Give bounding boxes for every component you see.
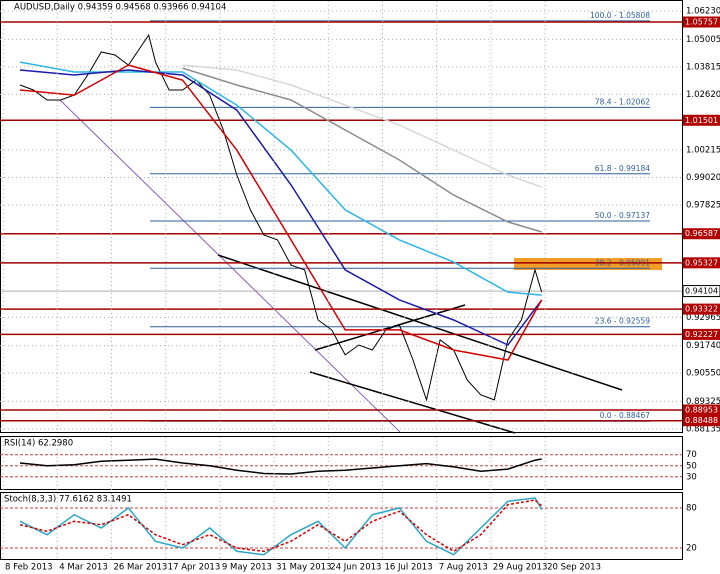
y-tick-label: 1.05005 bbox=[686, 35, 720, 45]
level-tag bbox=[683, 415, 720, 427]
y-tick-label: 0.90550 bbox=[686, 369, 720, 379]
level-tag bbox=[683, 303, 720, 315]
level-tag bbox=[683, 328, 720, 340]
y-tick-label: 0.89325 bbox=[686, 397, 720, 407]
trend-line bbox=[217, 254, 623, 391]
level-tag bbox=[683, 228, 720, 240]
x-tick-label: 8 Feb 2013 bbox=[5, 563, 53, 573]
fib-label: 50.0 - 0.97137 bbox=[595, 211, 650, 220]
y-tick-label: 0.91740 bbox=[686, 341, 720, 351]
y-tick-label: 80 bbox=[686, 504, 697, 514]
y-tick-label: 70 bbox=[686, 450, 697, 460]
stoch-title: Stoch(8,3,3) 77.6162 83.1491 bbox=[4, 495, 132, 505]
x-tick-label: 16 Jul 2013 bbox=[385, 563, 433, 573]
price-tag bbox=[682, 285, 720, 298]
y-tick-label: 20 bbox=[686, 544, 697, 554]
level-label: 0.95327 bbox=[685, 258, 718, 267]
y-tick-label: 0.88135 bbox=[686, 424, 720, 434]
level-tag bbox=[683, 257, 720, 269]
y-tick-label: 1.03815 bbox=[686, 62, 720, 72]
y-tick-label: 1.00215 bbox=[686, 145, 720, 155]
x-tick-label: 20 Sep 2013 bbox=[547, 563, 601, 573]
level-label: 0.88488 bbox=[685, 416, 718, 425]
level-label: 0.93322 bbox=[685, 305, 718, 314]
level-label: 1.01501 bbox=[685, 116, 718, 125]
price-label: 0.94104 bbox=[685, 287, 718, 296]
series-line bbox=[19, 497, 543, 556]
fib-label: 61.8 - 0.99184 bbox=[595, 164, 650, 173]
fib-label: 78.4 - 1.02062 bbox=[595, 97, 650, 106]
x-tick-label: 29 Aug 2013 bbox=[493, 563, 547, 573]
rsi-title: RSI(14) 62.2980 bbox=[4, 439, 73, 449]
series-line bbox=[182, 67, 542, 233]
x-tick-label: 9 May 2013 bbox=[222, 563, 272, 573]
x-tick-label: 31 May 2013 bbox=[276, 563, 331, 573]
x-tick-label: 7 Aug 2013 bbox=[439, 563, 488, 573]
level-tag bbox=[683, 16, 720, 28]
series-line bbox=[19, 458, 542, 475]
series-line bbox=[182, 64, 542, 188]
y-tick-label: 0.99020 bbox=[686, 173, 720, 183]
x-tick-label: 24 Jun 2013 bbox=[330, 563, 381, 573]
level-label: 0.92227 bbox=[685, 330, 718, 339]
y-tick-label: 0.97825 bbox=[686, 201, 720, 211]
y-tick-label: 1.02620 bbox=[686, 90, 720, 100]
y-tick-label: 0.92965 bbox=[686, 313, 720, 323]
series-line bbox=[19, 499, 543, 553]
series-line bbox=[19, 69, 543, 346]
series-line bbox=[19, 64, 543, 361]
x-tick-label: 4 Mar 2013 bbox=[59, 563, 107, 573]
x-tick-label: 17 Apr 2013 bbox=[168, 563, 221, 573]
level-tag bbox=[683, 404, 720, 416]
rsi-panel bbox=[0, 436, 683, 490]
x-tick-label: 26 Mar 2013 bbox=[113, 563, 167, 573]
trend-line bbox=[309, 371, 516, 434]
fib-label: 23.6 - 0.92559 bbox=[595, 317, 650, 326]
fib-label: 0.0 - 0.88467 bbox=[600, 411, 651, 420]
trend-line bbox=[59, 99, 401, 433]
y-tick-label: 1.06230 bbox=[686, 7, 720, 17]
level-label: 0.96587 bbox=[685, 229, 718, 238]
main-panel bbox=[0, 0, 683, 433]
resistance-zone bbox=[514, 258, 662, 270]
fib-label: 100.0 - 1.05808 bbox=[590, 11, 650, 20]
y-tick-label: 50 bbox=[686, 461, 697, 471]
y-tick-label: 30 bbox=[686, 472, 697, 482]
series-line bbox=[19, 33, 543, 402]
level-label: 1.05757 bbox=[685, 18, 718, 27]
level-tag bbox=[683, 114, 720, 126]
chart-title: AUDUSD,Daily 0.94359 0.94568 0.93966 0.9… bbox=[14, 3, 226, 13]
level-label: 0.88953 bbox=[685, 405, 718, 414]
trend-line bbox=[314, 304, 466, 351]
